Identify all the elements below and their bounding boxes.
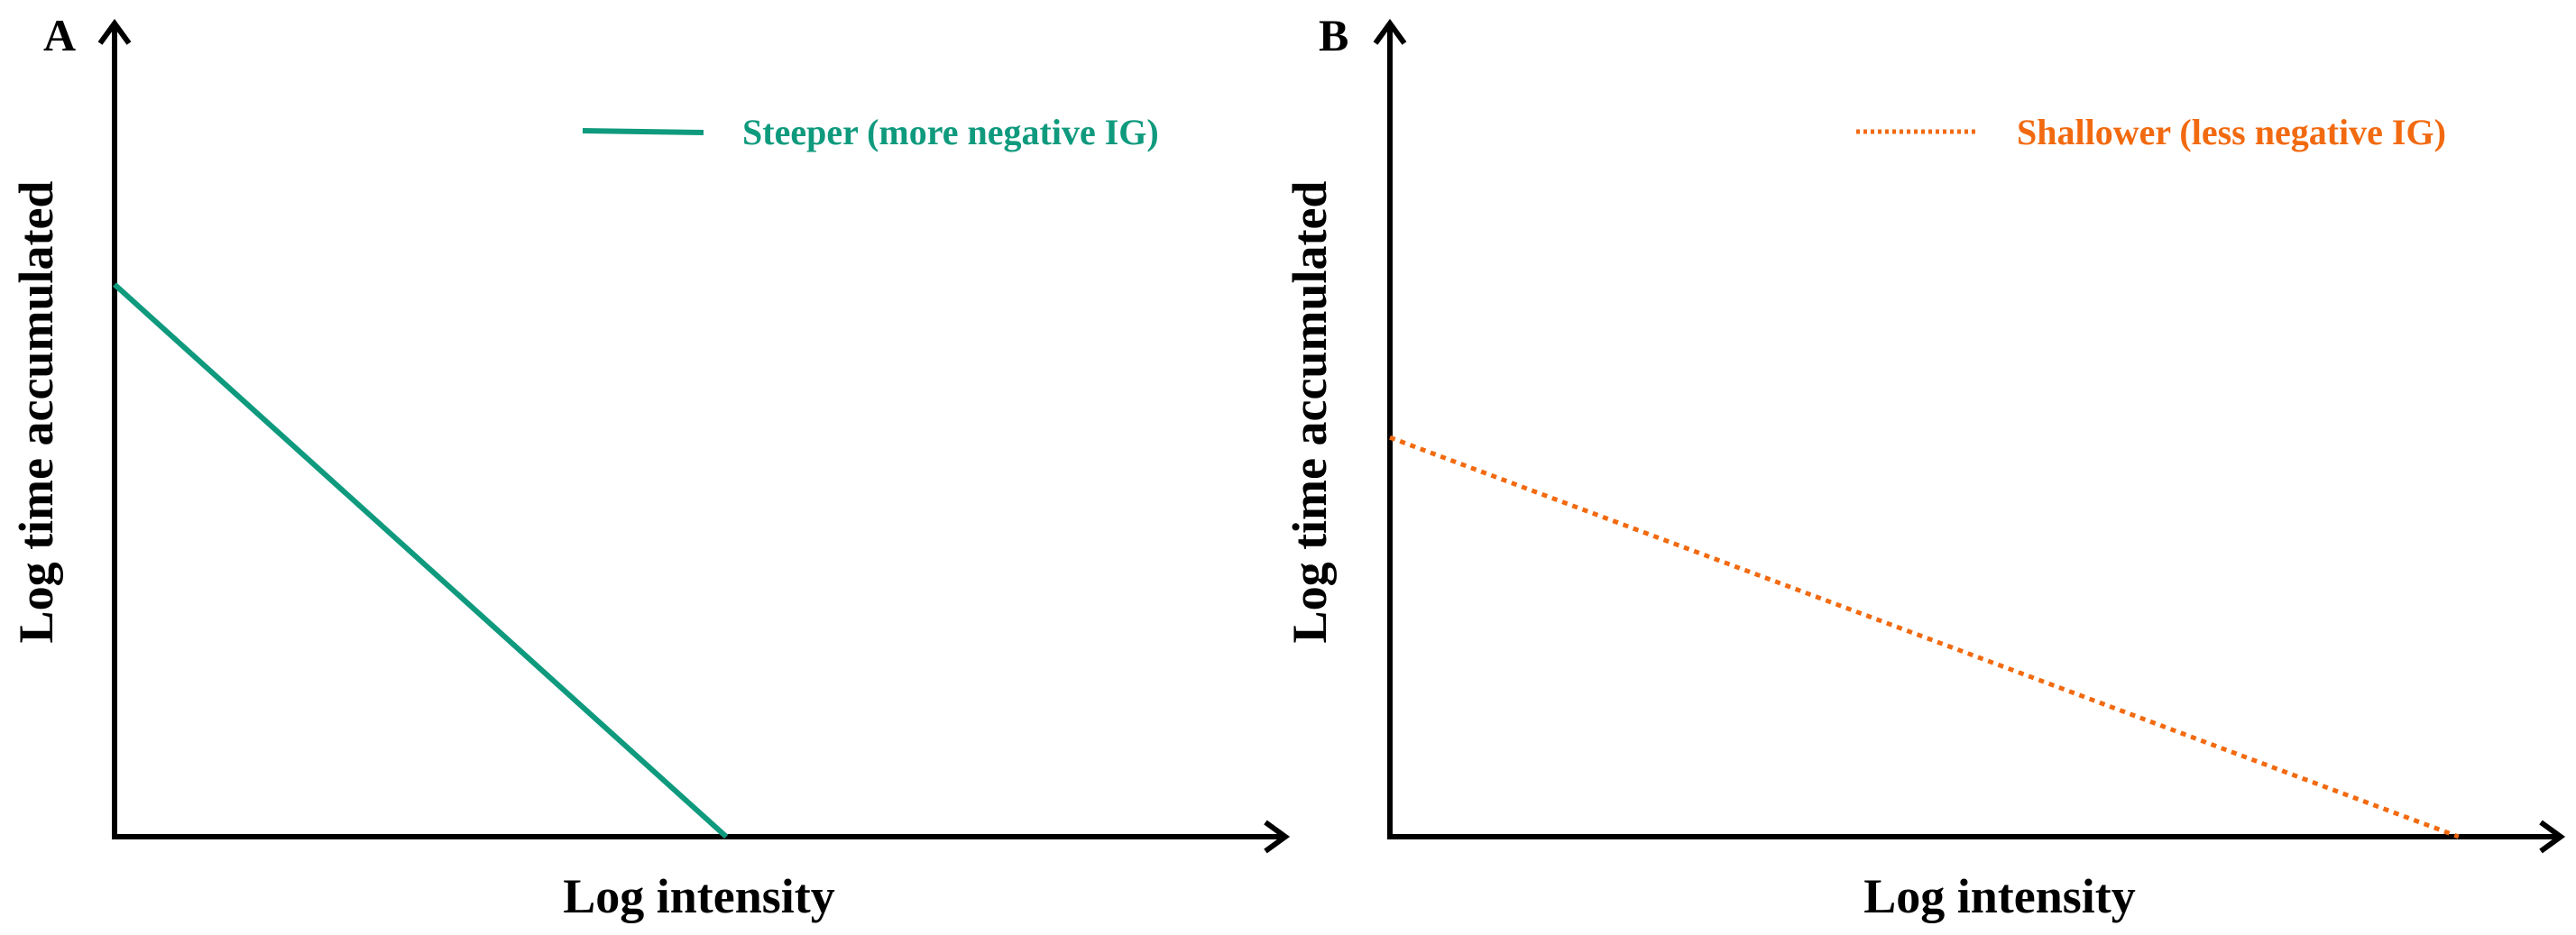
panel-a-letter: A (43, 10, 76, 60)
panel-a-series-line-0 (112, 282, 729, 839)
panel-b-letter: B (1319, 10, 1348, 60)
panel-a-legend-swatch (582, 128, 704, 135)
panel-a-x-axis-label: Log intensity (563, 869, 835, 923)
panel-b-y-axis-arrow (1373, 18, 1407, 45)
panel-a-x-axis-arrow (1264, 820, 1291, 854)
panel-b: B Log intensity Log time accumulated Sha… (1283, 10, 2566, 923)
panel-b-legend: Shallower (less negative IG) (1856, 112, 2446, 152)
panel-b-series-line-0 (1389, 435, 2460, 839)
panel-b-plot-area (1389, 435, 2460, 839)
panel-a: A Log intensity Log time accumulated Ste… (9, 10, 1291, 923)
panel-b-axes (1373, 18, 2566, 854)
panel-b-x-axis-arrow (2539, 820, 2566, 854)
panel-b-y-axis-label: Log time accumulated (1283, 181, 1337, 644)
panel-a-plot-area (112, 282, 729, 839)
panel-a-y-axis-arrow (97, 18, 132, 45)
panel-a-axes (97, 18, 1291, 854)
panel-b-legend-label: Shallower (less negative IG) (2017, 112, 2446, 152)
panel-b-x-axis-label: Log intensity (1863, 869, 2136, 923)
panel-a-legend-label: Steeper (more negative IG) (742, 112, 1159, 152)
panel-a-legend: Steeper (more negative IG) (582, 112, 1159, 152)
panel-a-y-axis-label: Log time accumulated (9, 181, 63, 644)
